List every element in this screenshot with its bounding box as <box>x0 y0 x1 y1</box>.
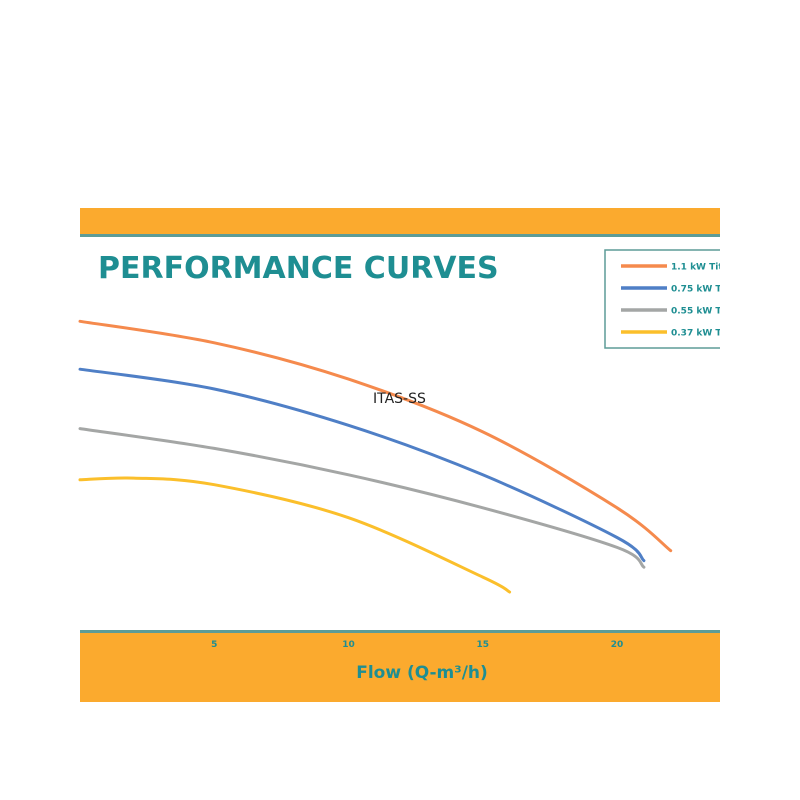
series-line-2 <box>78 427 646 569</box>
overlay-model-label: ITAS-SS <box>373 391 426 407</box>
x-tick-label: 20 <box>611 640 624 650</box>
chart-title: PERFORMANCE CURVES <box>98 251 499 286</box>
legend-label: 0.75 kW T <box>671 285 722 295</box>
legend: 1.1 kW Tita 0.75 kW T 0.55 kW T 0.37 kW T <box>604 249 729 349</box>
series-line-0 <box>78 319 673 553</box>
x-axis-label: Flow (Q-m³/h) <box>356 663 488 683</box>
legend-label: 1.1 kW Tita <box>671 263 729 273</box>
legend-label: 0.55 kW T <box>671 307 722 317</box>
x-tick-label: 10 <box>342 640 355 650</box>
legend-label: 0.37 kW T <box>671 329 722 339</box>
bottom-band-divider <box>80 630 720 633</box>
bottom-band <box>80 632 720 702</box>
top-band <box>80 208 720 234</box>
x-tick-labels: 5 10 15 20 <box>211 640 623 650</box>
top-band-divider <box>80 234 720 237</box>
x-tick-label: 15 <box>477 640 490 650</box>
series-line-1 <box>78 367 646 563</box>
series-line-3 <box>78 476 512 594</box>
x-tick-label: 5 <box>211 640 217 650</box>
series-lines <box>78 319 673 594</box>
